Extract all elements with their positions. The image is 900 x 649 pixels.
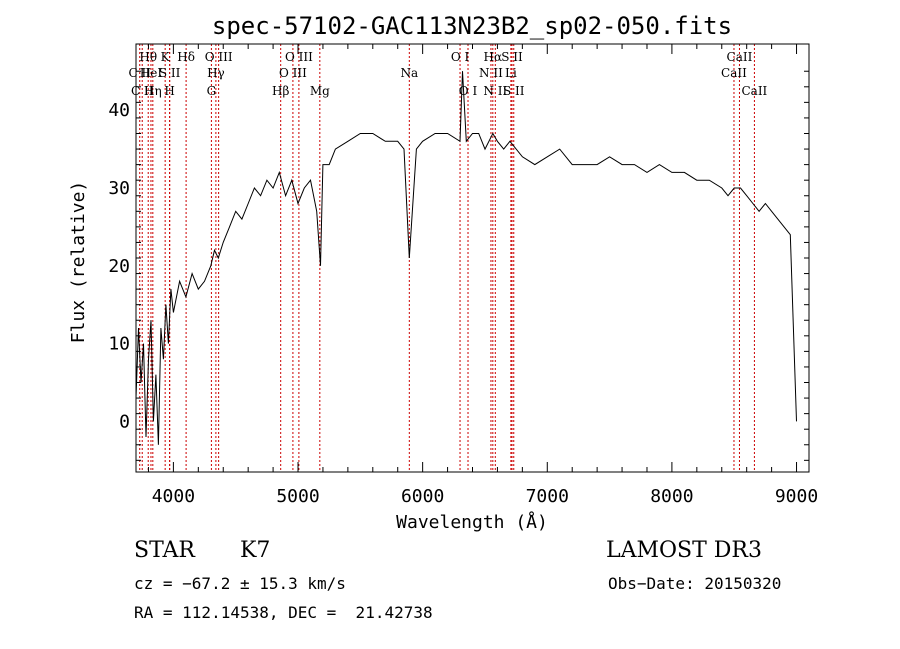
x-axis-label: Wavelength (Å) bbox=[396, 511, 548, 533]
line-label-25: CaII bbox=[721, 66, 747, 80]
spectrum-chart: spec-57102-GAC113N23B2_sp02-050.fits C I… bbox=[68, 12, 818, 533]
line-label-16: Na bbox=[400, 66, 418, 80]
line-label-23: Li bbox=[505, 66, 517, 80]
line-label-15: Mg bbox=[310, 84, 330, 98]
y-axis: 0 10 20 30 40 bbox=[108, 70, 809, 461]
line-label-9: O III bbox=[205, 50, 233, 64]
line-label-4: Hη bbox=[144, 84, 162, 98]
line-label-19: Hα bbox=[484, 50, 503, 64]
line-label-7: H bbox=[164, 84, 174, 98]
spectrum-line bbox=[135, 71, 797, 445]
line-label-26: CaII bbox=[727, 50, 753, 64]
chart-title: spec-57102-GAC113N23B2_sp02-050.fits bbox=[212, 12, 732, 40]
y-tick-label: 40 bbox=[108, 100, 130, 121]
line-label-8: Hδ bbox=[177, 50, 195, 64]
spectral-line-labels: C II C II Hθ HeI Hη K S II H Hδ O III Hγ G Hβ O III O … bbox=[128, 50, 767, 98]
y-tick-label: 10 bbox=[108, 334, 130, 355]
line-label-1: C II bbox=[131, 84, 154, 98]
x-tick-label: 5000 bbox=[276, 486, 319, 507]
line-label-11: G bbox=[207, 84, 217, 98]
y-axis-label: Flux (relative) bbox=[68, 181, 89, 344]
object-class: STAR bbox=[134, 538, 195, 563]
y-tick-label: 0 bbox=[119, 411, 130, 432]
line-label-14: O III bbox=[285, 50, 313, 64]
coordinates: RA = 112.14538, DEC = 21.42738 bbox=[134, 603, 433, 622]
observation-date: Obs−Date: 20150320 bbox=[608, 574, 782, 593]
x-tick-label: 4000 bbox=[152, 486, 195, 507]
plot-frame bbox=[135, 43, 810, 473]
line-label-24: S II bbox=[503, 84, 525, 98]
line-label-2: Hθ bbox=[139, 50, 157, 64]
line-label-17: O I bbox=[451, 50, 470, 64]
line-label-22: S II bbox=[501, 50, 523, 64]
redshift-velocity: cz = −67.2 ± 15.3 km/s bbox=[134, 574, 346, 593]
line-label-12: Hβ bbox=[272, 84, 289, 98]
spectral-line-markers bbox=[139, 44, 755, 472]
line-label-0: C II bbox=[128, 66, 151, 80]
line-label-6: S II bbox=[159, 66, 181, 80]
x-tick-label: 8000 bbox=[650, 486, 693, 507]
object-subclass: K7 bbox=[240, 538, 271, 563]
x-tick-label: 9000 bbox=[775, 486, 818, 507]
line-label-27: CaII bbox=[741, 84, 767, 98]
line-label-13: O III bbox=[279, 66, 307, 80]
x-tick-label: 6000 bbox=[401, 486, 444, 507]
x-tick-label: 7000 bbox=[526, 486, 569, 507]
line-label-21: N II bbox=[483, 84, 507, 98]
survey-name: LAMOST DR3 bbox=[606, 538, 762, 563]
line-label-5: K bbox=[161, 50, 171, 64]
y-tick-label: 30 bbox=[108, 178, 130, 199]
x-axis: 4000 5000 6000 7000 8000 9000 bbox=[147, 44, 818, 507]
y-tick-label: 20 bbox=[108, 256, 130, 277]
line-label-20: N II bbox=[479, 66, 503, 80]
line-label-3: HeI bbox=[140, 66, 163, 80]
line-label-10: Hγ bbox=[207, 66, 225, 80]
